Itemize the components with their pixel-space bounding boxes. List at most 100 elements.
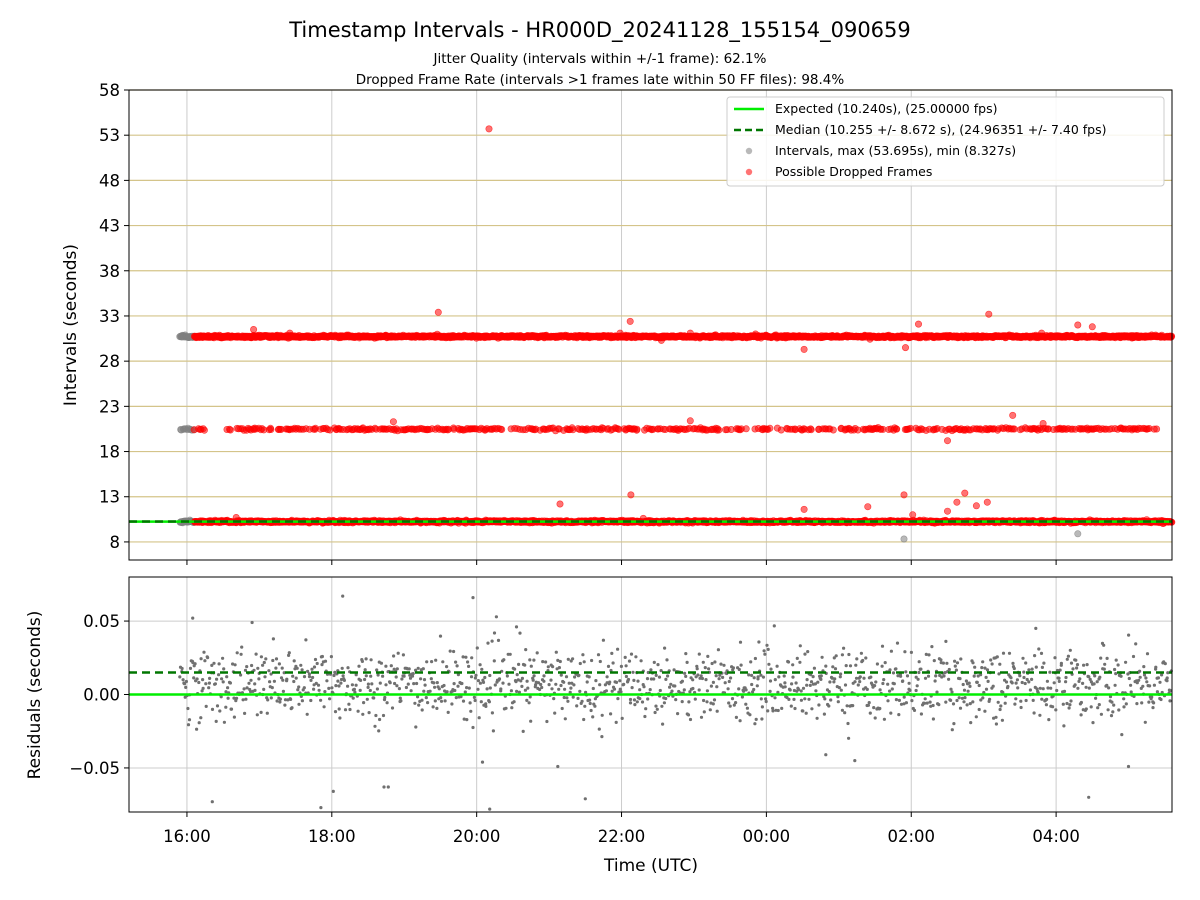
residual-point [435, 681, 439, 685]
residual-point [438, 634, 443, 638]
residual-point [263, 675, 267, 679]
residual-point [429, 677, 433, 681]
residual-point [562, 695, 566, 700]
residual-point [232, 715, 236, 719]
residual-point [571, 657, 575, 661]
residual-point [197, 680, 201, 685]
residual-point [188, 666, 193, 671]
residual-point [450, 702, 454, 706]
dropped-frame-point [200, 426, 208, 434]
residual-point [239, 652, 243, 656]
legend-label-expected: Expected (10.240s), (25.00000 fps) [775, 101, 997, 116]
residual-point [542, 679, 546, 683]
dropped-frame-point [1088, 323, 1096, 331]
residual-point [389, 664, 393, 668]
residual-point [446, 710, 450, 715]
residual-point [268, 680, 272, 684]
chart-subtitle-dropped: Dropped Frame Rate (intervals >1 frames … [356, 72, 845, 88]
residual-point [557, 687, 561, 691]
residual-point [201, 678, 205, 682]
dropped-frame-point [879, 425, 887, 433]
residual-point [365, 697, 369, 701]
intervals-y-tick-label: 43 [99, 217, 120, 236]
residual-point [195, 677, 199, 681]
residual-point [490, 639, 494, 643]
residual-point [381, 713, 386, 718]
residual-point [507, 682, 511, 686]
residual-point [388, 681, 392, 685]
residual-point [397, 687, 401, 691]
residual-point [247, 681, 251, 685]
residual-point [461, 699, 466, 703]
dropped-frame-point [943, 437, 951, 445]
residual-point [465, 686, 469, 690]
residual-point [532, 674, 536, 678]
residual-point [253, 682, 257, 686]
residual-point [566, 699, 570, 703]
residual-point [328, 697, 332, 701]
residual-point [361, 712, 365, 716]
residual-point [442, 683, 446, 688]
residual-point [204, 682, 208, 686]
residual-point [541, 660, 545, 664]
residual-point [478, 681, 482, 685]
intervals-y-tick-label: 48 [99, 171, 120, 190]
residual-point [433, 699, 437, 703]
residual-point [243, 711, 247, 716]
residual-point [512, 700, 516, 704]
residual-point [214, 719, 218, 724]
residual-point [202, 650, 206, 654]
residual-point [549, 678, 553, 682]
residual-point [399, 699, 403, 703]
residual-point [521, 729, 525, 734]
residual-point [261, 663, 265, 667]
residual-point [369, 674, 373, 678]
dropped-frame-point [434, 308, 442, 316]
residual-point [488, 673, 492, 678]
residual-point [207, 686, 211, 690]
legend: Expected (10.240s), (25.00000 fps) Media… [726, 96, 1165, 187]
residual-point [526, 686, 530, 690]
residual-point [477, 716, 481, 720]
residual-point [199, 657, 203, 661]
residual-point [492, 631, 497, 635]
residual-point [395, 684, 399, 688]
residual-point [400, 677, 404, 681]
residual-point [420, 698, 424, 702]
residual-point [407, 667, 411, 671]
residual-point [310, 667, 314, 671]
residual-point [369, 658, 373, 662]
residual-point [220, 677, 224, 681]
residual-point [544, 660, 548, 664]
residual-point [441, 660, 445, 664]
residual-point [322, 705, 326, 709]
residual-point [241, 698, 245, 702]
residual-point [312, 687, 316, 691]
residual-point [266, 698, 270, 702]
residual-point [525, 698, 529, 703]
residual-point [302, 686, 306, 690]
residual-point [465, 718, 469, 722]
residual-point [480, 667, 484, 671]
residual-point [291, 674, 295, 678]
residual-point [558, 659, 562, 664]
residual-point [352, 687, 356, 692]
residual-point [235, 651, 239, 655]
residual-point [257, 677, 261, 681]
intervals-y-tick-label: 8 [110, 533, 121, 552]
residual-point [578, 661, 582, 666]
legend-label-median: Median (10.255 +/- 8.672 s), (24.96351 +… [775, 122, 1106, 137]
residual-point [325, 679, 329, 683]
residual-point [377, 729, 381, 733]
residual-point [424, 696, 428, 700]
residual-point [337, 707, 341, 711]
residual-point [370, 682, 374, 686]
residual-point [309, 678, 313, 683]
residual-point [289, 697, 293, 702]
residual-point [222, 667, 226, 671]
interval-point [900, 535, 908, 543]
residual-point [528, 695, 532, 699]
residual-point [311, 675, 315, 680]
residual-point [554, 682, 558, 686]
residual-point [368, 688, 372, 693]
